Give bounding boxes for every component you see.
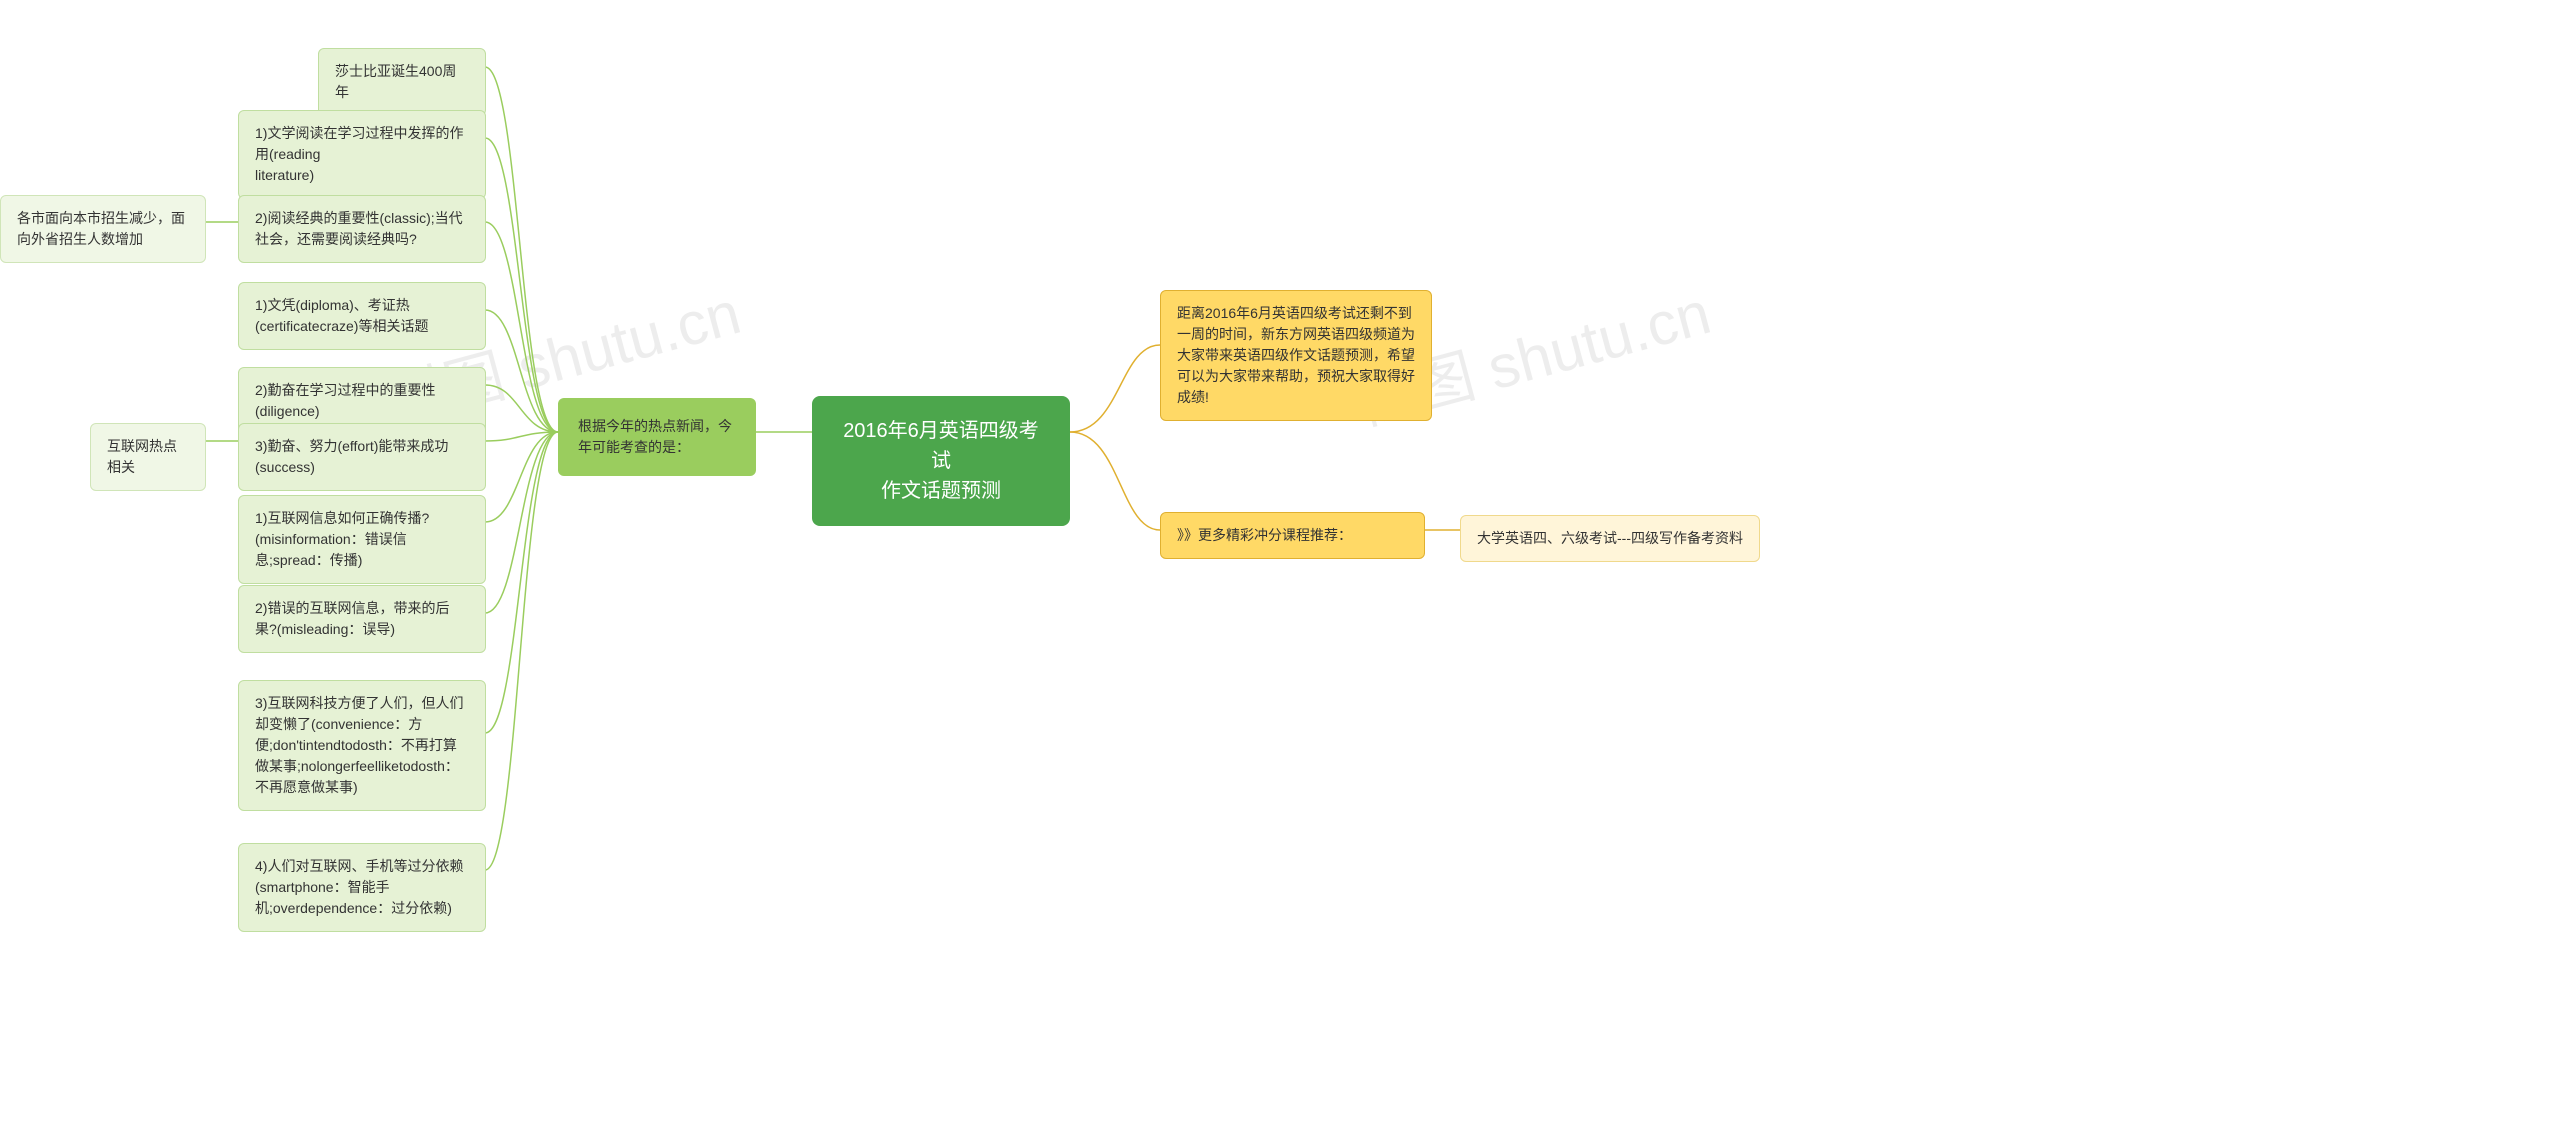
left-item-1: 1)文学阅读在学习过程中发挥的作用(reading literature): [238, 110, 486, 199]
left-item-2: 2)阅读经典的重要性(classic);当代社会，还需要阅读经典吗?: [238, 195, 486, 263]
left-item-3: 1)文凭(diploma)、考证热(certificatecraze)等相关话题: [238, 282, 486, 350]
right-intro: 距离2016年6月英语四级考试还剩不到一周的时间，新东方网英语四级频道为大家带来…: [1160, 290, 1432, 421]
right-recommend: 》》更多精彩冲分课程推荐：: [1160, 512, 1425, 559]
root-node: 2016年6月英语四级考试 作文话题预测: [812, 396, 1070, 526]
root-title-2: 作文话题预测: [840, 476, 1042, 506]
root-title-1: 2016年6月英语四级考试: [840, 416, 1042, 476]
left-item-0: 莎士比亚诞生400周年: [318, 48, 486, 116]
left-item-8: 3)互联网科技方便了人们，但人们却变懒了(convenience：方便;don'…: [238, 680, 486, 811]
left-item-6: 1)互联网信息如何正确传播?(misinformation：错误信息;sprea…: [238, 495, 486, 584]
left-item-9: 4)人们对互联网、手机等过分依赖(smartphone：智能手机;overdep…: [238, 843, 486, 932]
left-level3-0: 各市面向本市招生减少，面向外省招生人数增加: [0, 195, 206, 263]
left-main: 根据今年的热点新闻，今年可能考查的是：: [558, 398, 756, 476]
right-recommend-child: 大学英语四、六级考试---四级写作备考资料: [1460, 515, 1760, 562]
left-item-7: 2)错误的互联网信息，带来的后果?(misleading：误导): [238, 585, 486, 653]
left-level3-1: 互联网热点相关: [90, 423, 206, 491]
left-item-5: 3)勤奋、努力(effort)能带来成功(success): [238, 423, 486, 491]
